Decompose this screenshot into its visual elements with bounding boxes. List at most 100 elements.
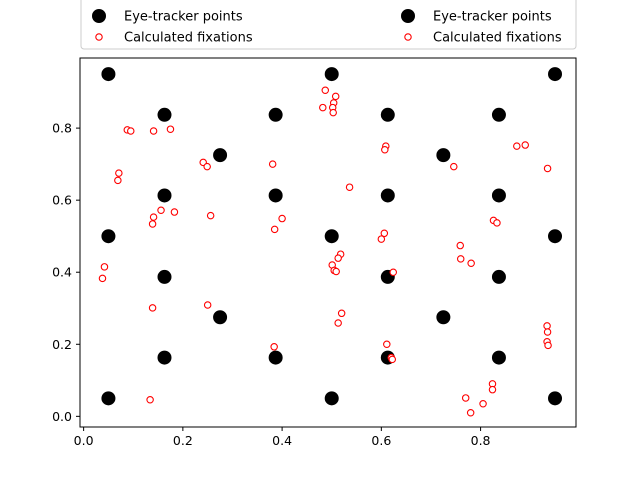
legend-label: Eye-tracker points [433,10,552,25]
fixation-point [100,263,109,271]
eye-tracker-point [101,67,116,82]
x-tick-label: 0.8 [471,433,491,448]
fixation-point [203,301,212,309]
fixation-point [146,396,154,404]
fixation-point [321,86,330,95]
legend-marker [401,9,415,23]
eye-tracker-point [268,350,283,365]
fixation-point [166,125,175,133]
legend-right: Eye-tracker points Calculated fixations [401,9,562,46]
eye-tracker-point [548,391,563,406]
fixation-point [513,142,521,150]
fixation-point [543,328,552,336]
fixation-point [377,235,386,243]
eye-tracker-point [268,188,283,203]
x-tick-label: 0.4 [272,433,292,448]
fixation-point [148,304,157,312]
eye-tracker-point [491,350,506,365]
fixation-point [388,355,397,364]
series-calculated-fixations [98,86,552,417]
fixation-point [467,259,475,267]
fixation-point [389,268,397,276]
legend-label: Calculated fixations [124,31,253,46]
fixation-point [450,162,458,171]
fixation-point [98,274,107,283]
fixation-point [380,229,389,238]
fixation-point [543,164,552,173]
legend-left: Eye-tracker points Calculated fixations [92,9,253,46]
eye-tracker-point [324,229,339,244]
fixation-point [466,408,475,417]
fixation-point [493,219,501,227]
y-tick-label: 0.4 [52,265,72,280]
eye-tracker-point [548,67,563,82]
fixation-point [383,340,391,349]
axes-frame [79,57,577,428]
eye-tracker-point [436,310,451,325]
legend-label: Calculated fixations [433,31,562,46]
fixation-point [149,213,158,221]
fixation-point [521,141,529,149]
fixation-point [543,322,551,330]
y-tick-label: 0.8 [52,121,72,136]
fixation-point [334,254,342,262]
x-tick-label: 0.2 [173,433,193,448]
x-tick-label: 0.0 [74,433,94,448]
eye-tracker-point [548,229,563,244]
axis-ticks: 0.0 0.2 0.4 0.6 0.8 0.0 0.2 0.4 0.6 0.8 [52,121,490,448]
fixation-point [381,145,389,154]
series-eye-tracker-points [101,67,563,406]
eye-tracker-point [157,188,172,203]
eye-tracker-point [491,107,506,122]
fixation-point [268,160,277,168]
fixation-point [115,169,123,177]
fixation-point [337,309,346,318]
fixation-point [456,241,464,250]
eye-tracker-point [213,148,228,163]
fixation-point [329,108,337,117]
eye-tracker-point [157,269,172,284]
fixation-point [461,394,470,402]
fixation-point [456,255,465,263]
eye-tracker-point [157,350,172,365]
eye-tracker-point [101,391,116,406]
eye-tracker-point [324,67,339,82]
legend-label: Eye-tracker points [124,10,243,25]
eye-tracker-point [491,269,506,284]
eye-tracker-point [324,391,339,406]
fixation-point [332,267,340,276]
eye-tracker-point [157,107,172,122]
y-tick-label: 0.6 [52,193,72,208]
y-tick-label: 0.0 [52,409,72,424]
fixation-point [544,341,552,350]
fixation-point [148,220,157,228]
fixation-point [345,183,354,191]
eye-tracker-point [213,310,228,325]
eye-tracker-point [380,188,395,203]
eye-tracker-point [491,188,506,203]
plot-area [98,67,563,417]
fixation-point [319,103,327,112]
fixation-point [479,399,487,408]
fixation-point [206,211,215,220]
fixation-point [170,208,179,216]
fixation-point [149,127,158,135]
fixation-point [203,162,211,171]
fixation-point [127,127,135,135]
fixation-point [157,206,165,215]
eye-tracker-point [101,229,116,244]
legend-marker [404,33,412,41]
fixation-point [270,343,278,351]
legend-box [80,0,577,50]
x-tick-label: 0.6 [371,433,391,448]
fixation-point [114,176,122,185]
fixation-point [270,225,279,234]
eye-tracker-point [436,148,451,163]
legend-marker [92,9,106,23]
fixation-point [331,92,340,101]
legend-marker [95,33,103,41]
eye-tracker-point [268,107,283,122]
eye-tracker-point [380,107,395,122]
fixation-point [278,214,286,223]
